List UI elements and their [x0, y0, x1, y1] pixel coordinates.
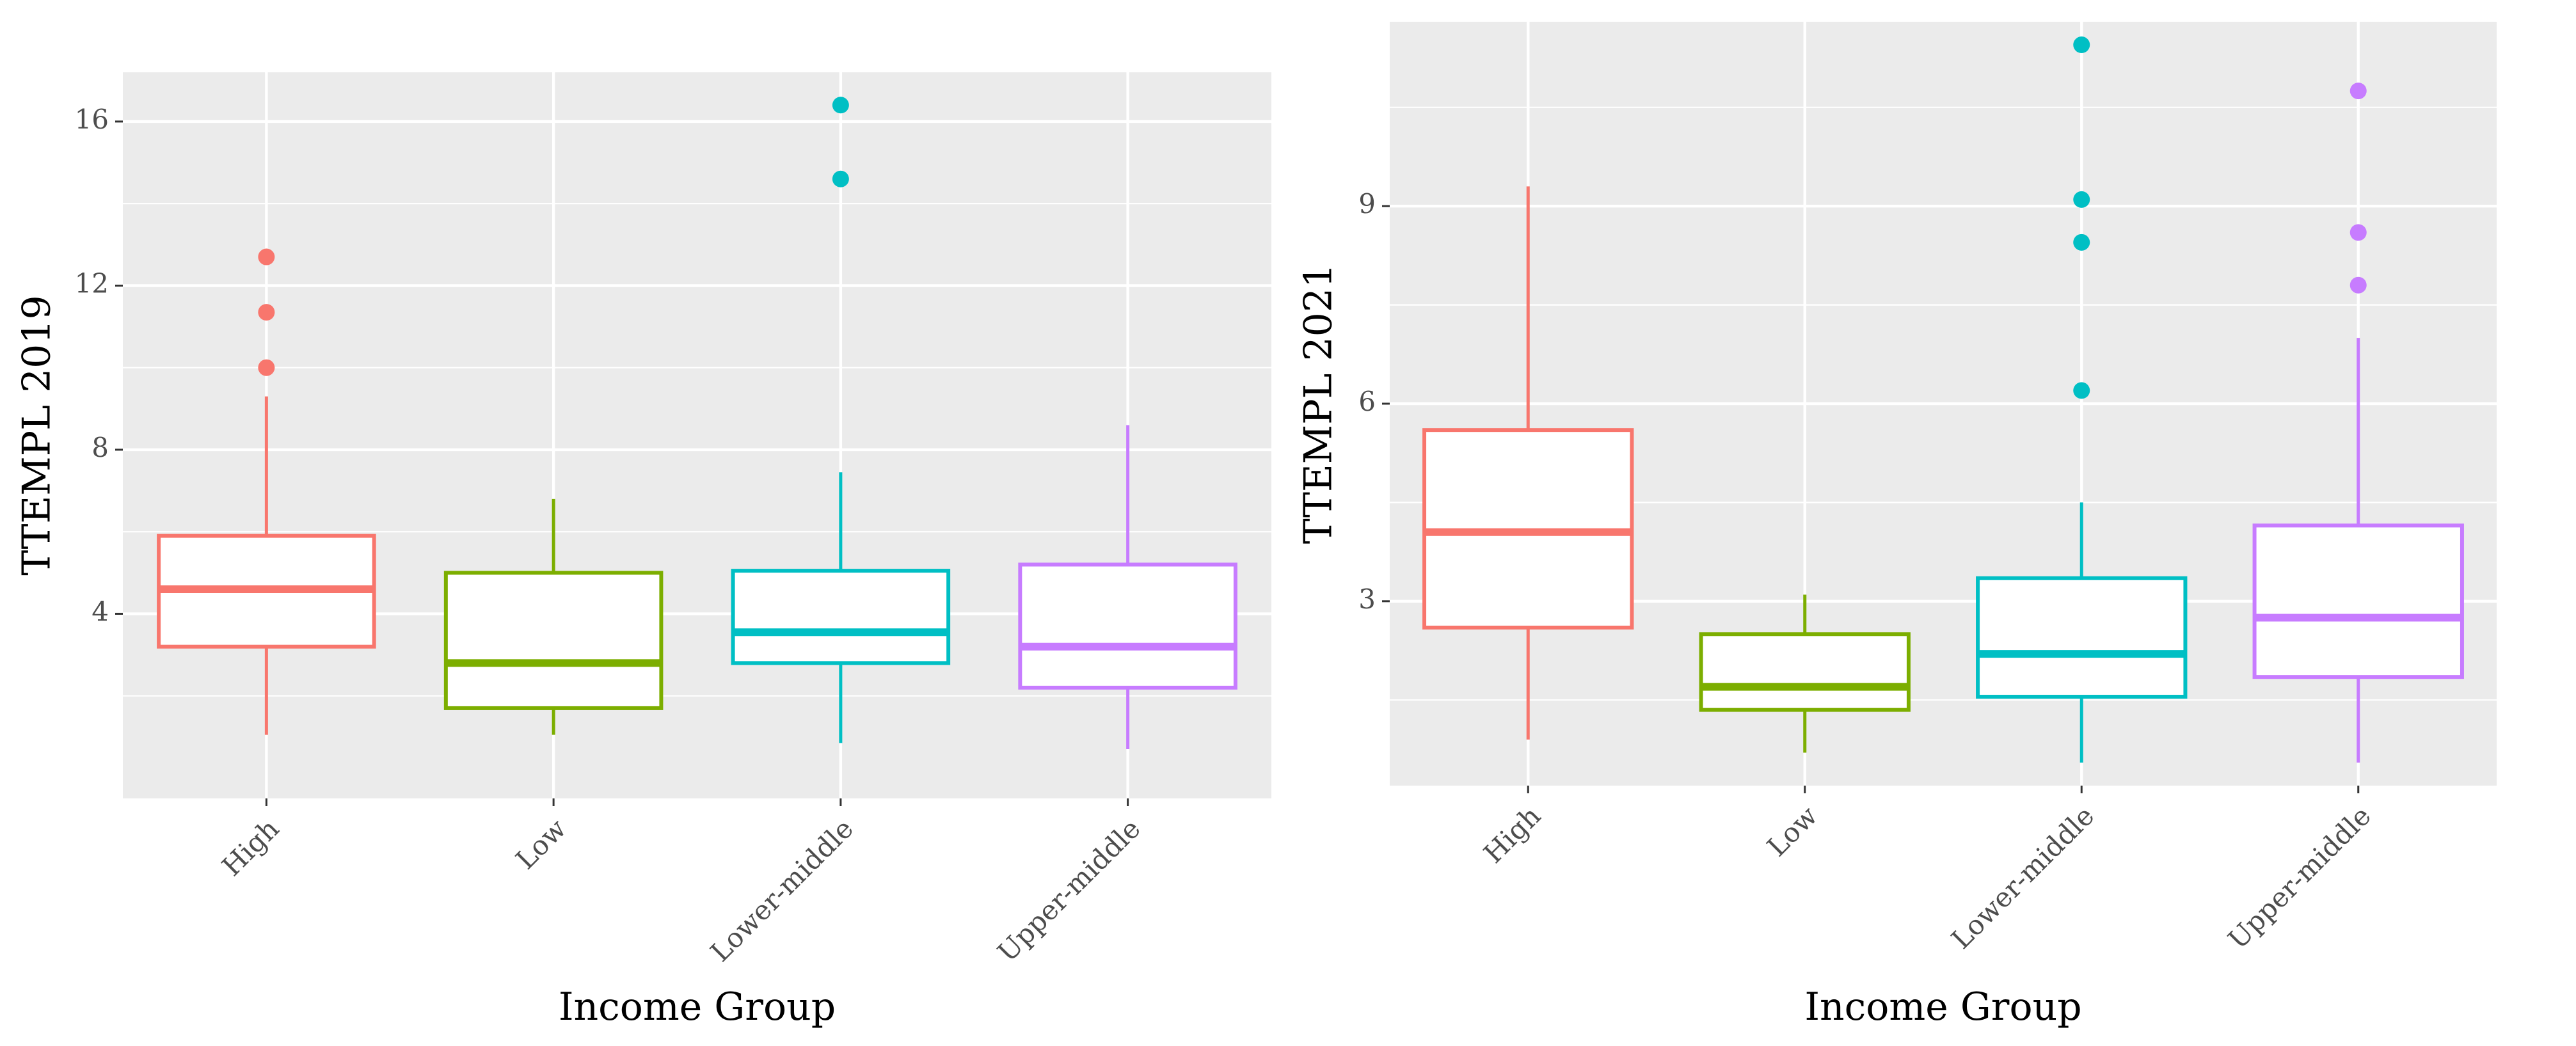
- outlier-point: [2073, 36, 2090, 54]
- y-tick-label: 9: [1358, 188, 1376, 219]
- x-tick-label: Upper-middle: [2222, 800, 2377, 955]
- iqr-box: [1018, 562, 1237, 690]
- box-lower-middle: [731, 97, 951, 743]
- outlier-point: [258, 304, 275, 321]
- iqr-box: [443, 571, 664, 710]
- box-low: [443, 498, 664, 735]
- box-upper-middle: [1018, 425, 1237, 750]
- outlier-point: [832, 97, 849, 114]
- y-tick-label: 16: [75, 104, 109, 135]
- panel-1: 4 8 12 16 High Low Lower-middle Upper-middle Inc…: [15, 72, 1271, 1029]
- y-axis-title: TTEMPL 2019: [15, 295, 60, 575]
- iqr-box: [1699, 632, 1911, 712]
- outlier-point: [258, 248, 275, 265]
- box-low: [1699, 594, 1911, 753]
- y-axis-title: TTEMPL 2021: [1296, 264, 1341, 544]
- y-tick-label: 8: [91, 432, 109, 463]
- y-tick-label: 12: [75, 267, 109, 299]
- iqr-box: [1976, 576, 2188, 699]
- outlier-point: [258, 359, 275, 376]
- x-tick-label: Low: [510, 812, 573, 875]
- box-lower-middle: [1976, 36, 2188, 763]
- x-tick-label: Lower-middle: [704, 812, 859, 967]
- y-tick-label: 4: [91, 596, 109, 627]
- y-tick-label: 6: [1358, 386, 1376, 417]
- iqr-box: [731, 569, 951, 665]
- iqr-box: [2252, 523, 2464, 679]
- outlier-point: [2073, 382, 2090, 399]
- x-tick-label: High: [1477, 800, 1546, 869]
- outlier-point: [2073, 234, 2090, 251]
- outlier-point: [2349, 83, 2367, 100]
- panel-2: 3 6 9 High Low Lower-middle Upper-middle Income…: [1296, 22, 2497, 1029]
- outlier-point: [2073, 191, 2090, 208]
- x-tick-label: Low: [1761, 800, 1824, 862]
- outlier-point: [2349, 276, 2367, 294]
- x-axis-title: Income Group: [559, 985, 836, 1029]
- box-upper-middle: [2252, 83, 2464, 763]
- box-high: [1422, 186, 1634, 740]
- y-tick-label: 3: [1358, 583, 1376, 615]
- box-high: [157, 248, 376, 735]
- x-tick-label: Upper-middle: [991, 812, 1146, 967]
- x-axis-title: Income Group: [1804, 985, 2081, 1029]
- outlier-point: [832, 170, 849, 187]
- x-tick-label: Lower-middle: [1945, 800, 2100, 955]
- x-tick-label: High: [216, 812, 285, 882]
- outlier-point: [2349, 224, 2367, 241]
